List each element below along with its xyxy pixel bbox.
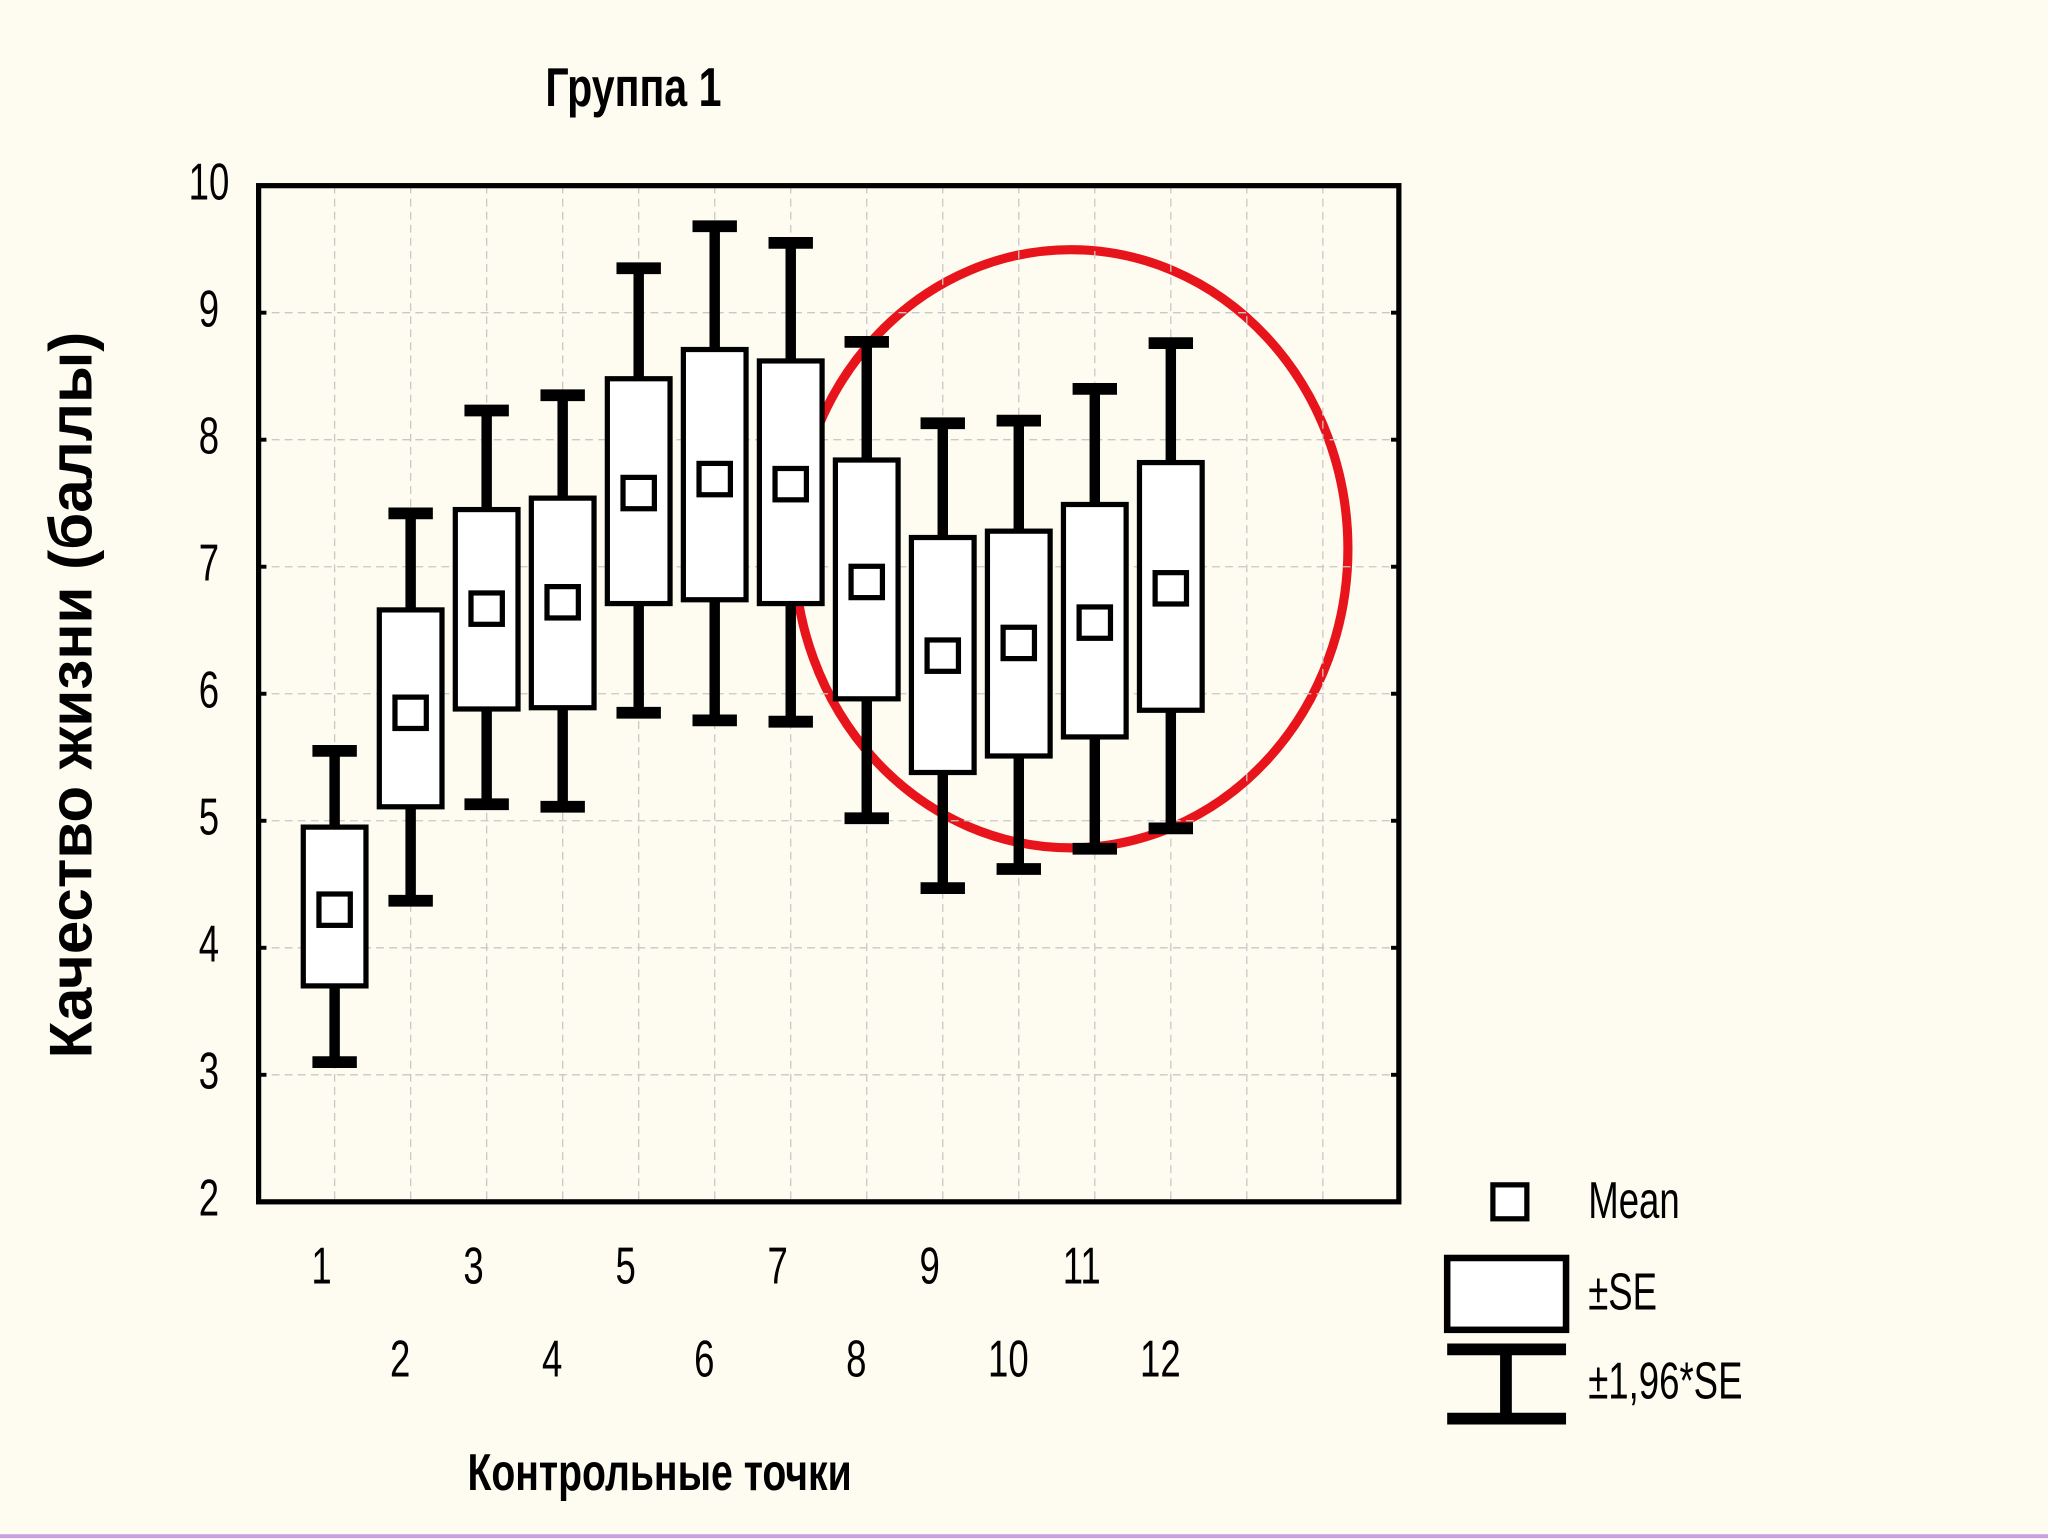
se-box — [1060, 501, 1129, 740]
y-tick-label: 9 — [199, 279, 219, 338]
y-tick-label: 2 — [199, 1168, 219, 1227]
y-tick-label: 7 — [199, 533, 219, 592]
x-tick-label: 8 — [846, 1329, 866, 1388]
x-tick-label: 4 — [542, 1329, 562, 1388]
x-tick-label: 1 — [311, 1236, 331, 1295]
mean-marker — [848, 563, 886, 601]
legend-label: Mean — [1588, 1171, 1679, 1230]
x-tick-label: 11 — [1063, 1236, 1101, 1295]
x-tick-label: 2 — [390, 1329, 410, 1388]
mean-marker — [1152, 570, 1190, 607]
x-tick-label: 5 — [615, 1236, 635, 1295]
mean-marker — [544, 584, 581, 621]
x-axis-label: Контрольные точки — [467, 1442, 851, 1501]
legend-mean-icon — [1490, 1182, 1530, 1222]
chart-title: Группа 1 — [545, 57, 721, 118]
x-tick-label: 3 — [463, 1236, 483, 1295]
mean-marker — [772, 465, 810, 503]
mean-marker — [316, 891, 353, 928]
y-tick-label: 4 — [199, 914, 219, 973]
x-tick-label: 10 — [988, 1329, 1029, 1388]
mean-marker — [620, 474, 657, 512]
y-tick-label: 5 — [199, 787, 219, 846]
mean-marker — [696, 460, 733, 498]
x-tick-label: 12 — [1140, 1329, 1181, 1388]
mean-marker — [1000, 624, 1038, 662]
se-box — [908, 534, 977, 776]
mean-marker — [468, 590, 505, 627]
y-tick-label: 10 — [189, 152, 230, 211]
y-tick-label: 8 — [199, 406, 219, 465]
mean-marker — [924, 637, 962, 674]
x-tick-label: 9 — [920, 1236, 940, 1295]
x-tick-label: 7 — [767, 1236, 787, 1295]
legend-label: ±1,96*SE — [1588, 1351, 1742, 1410]
legend-se-icon — [1443, 1254, 1570, 1334]
y-tick-label: 6 — [199, 660, 219, 719]
y-tick-label: 3 — [199, 1041, 219, 1100]
mean-marker — [392, 694, 429, 732]
plot-frame — [256, 183, 1402, 1205]
mean-marker — [1076, 604, 1114, 641]
legend-label: ±SE — [1588, 1262, 1657, 1321]
se-box — [376, 607, 445, 810]
x-tick-label: 6 — [694, 1329, 714, 1388]
y-axis-label: Качество жизни (баллы) — [38, 332, 105, 1059]
